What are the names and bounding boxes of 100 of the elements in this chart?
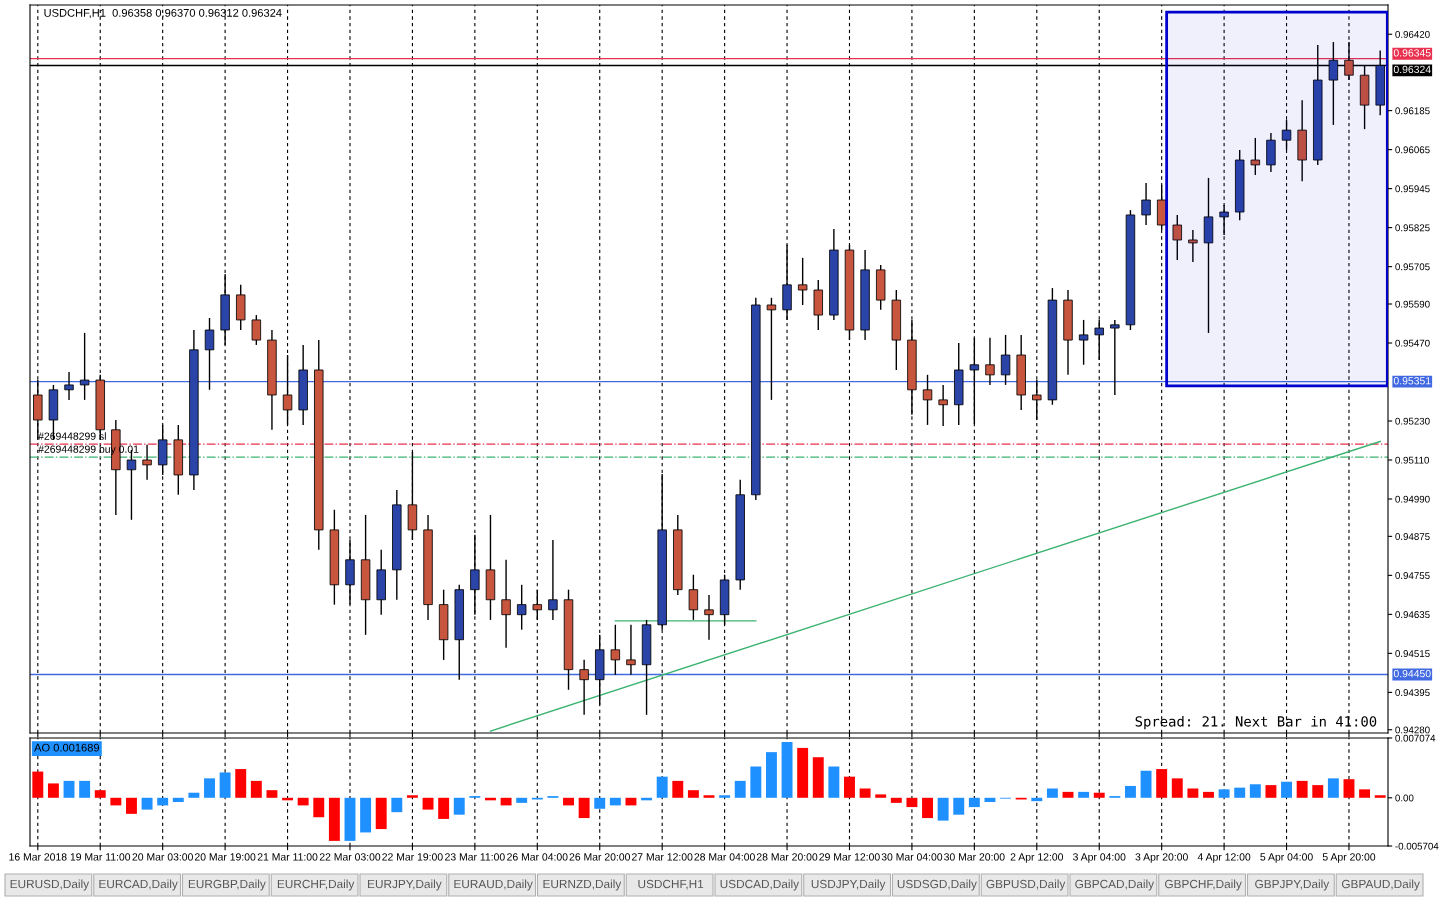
x-tick-label: 30 Mar 04:00 — [881, 853, 943, 861]
candlestick — [501, 559, 511, 649]
bar — [906, 797, 918, 808]
bar — [438, 797, 450, 819]
candlestick — [548, 539, 558, 621]
bar — [844, 776, 855, 798]
bar — [1249, 784, 1261, 798]
candlestick — [704, 594, 714, 641]
bar — [110, 797, 122, 806]
x-tick-label: 29 Mar 12:00 — [819, 853, 880, 861]
x-tick-label: 19 Mar 11:00 — [70, 853, 131, 861]
bar — [1281, 781, 1292, 798]
bar — [781, 742, 793, 798]
bar — [1343, 779, 1355, 798]
bar — [968, 797, 980, 808]
bar — [32, 771, 44, 798]
candlestick — [610, 624, 621, 676]
annotation: Spread: 21. Next Bar in 41:00 — [1135, 715, 1377, 730]
ref-line-label: 0.96345 — [1393, 49, 1431, 57]
y-tick-label: 0.94515 — [1395, 650, 1430, 657]
candlestick — [64, 371, 74, 401]
bar — [328, 797, 340, 841]
x-tick-label: 20 Mar 03:00 — [132, 853, 193, 861]
candlestick — [797, 257, 808, 306]
candlestick — [985, 337, 995, 386]
bar — [1140, 770, 1152, 798]
y-tick-label: 0.95705 — [1395, 263, 1430, 271]
candlestick — [142, 444, 152, 481]
candlestick — [1250, 137, 1261, 176]
bar — [250, 780, 262, 798]
bar — [1203, 791, 1214, 798]
bar — [609, 797, 621, 806]
x-tick-label: 5 Apr 04:00 — [1260, 853, 1313, 863]
bar — [812, 757, 824, 798]
text: EURUSD,Daily — [10, 879, 90, 891]
x-tick-label: 30 Mar 20:00 — [944, 853, 1005, 861]
x-tick-label: 16 Mar 2018 — [9, 853, 67, 861]
bar — [47, 783, 59, 798]
text: USDJPY,Daily — [811, 879, 886, 891]
candlestick — [1078, 319, 1089, 366]
bar — [1171, 778, 1183, 798]
candlestick — [204, 317, 215, 391]
candlestick — [251, 314, 262, 346]
bar — [375, 797, 387, 830]
bar — [391, 797, 403, 813]
bar — [79, 780, 91, 798]
bar — [157, 797, 169, 806]
text: USDSGD,Daily — [897, 879, 977, 891]
candlestick — [1188, 229, 1198, 263]
x-tick-label: 3 Apr 20:00 — [1135, 853, 1188, 863]
x-tick-label: 26 Mar 20:00 — [569, 853, 631, 861]
bar — [719, 795, 731, 798]
candlestick — [922, 374, 933, 426]
candlestick — [1110, 319, 1120, 396]
candlestick — [579, 659, 589, 716]
bar — [1078, 791, 1090, 798]
x-tick-label: 2 Apr 12:00 — [1010, 853, 1064, 863]
bar — [750, 766, 762, 798]
y-tick-label: 0.95945 — [1395, 185, 1430, 193]
bar — [937, 797, 949, 821]
bar — [765, 752, 777, 798]
text: GBPAUD,Daily — [1341, 879, 1420, 891]
bar — [344, 797, 356, 841]
bar — [1046, 788, 1058, 798]
x-tick-label: 4 Apr 12:00 — [1197, 853, 1251, 863]
bar — [1124, 785, 1136, 798]
bar — [859, 788, 871, 798]
bar — [235, 769, 247, 798]
bar — [1187, 788, 1199, 798]
candlestick — [1141, 182, 1151, 226]
y-tick-label: 0.95825 — [1395, 224, 1430, 232]
bar — [453, 797, 465, 815]
bar — [422, 797, 434, 810]
text: EURGBP,Daily — [188, 879, 266, 891]
y-tick-label: 0.94635 — [1395, 611, 1430, 618]
bar — [890, 797, 902, 803]
bar — [313, 797, 325, 818]
x-tick-label: 20 Mar 19:00 — [194, 853, 256, 861]
bar — [516, 797, 528, 803]
text: GBPCHF,Daily — [1165, 879, 1242, 891]
x-tick-label: 22 Mar 19:00 — [382, 853, 443, 861]
candlestick — [79, 332, 90, 401]
bar — [63, 780, 75, 798]
bar — [797, 747, 809, 798]
bar — [656, 776, 668, 798]
bar — [1374, 795, 1386, 798]
text: EURCAD,Daily — [99, 879, 178, 891]
candlestick — [626, 624, 636, 676]
bar — [1218, 789, 1230, 798]
y-tick-label: 0.96185 — [1395, 107, 1430, 115]
bar — [594, 797, 606, 809]
y-tick-label: 0.95470 — [1395, 339, 1430, 347]
text: USDCHF,H1 — [638, 879, 704, 890]
bar — [1265, 785, 1277, 798]
bar — [922, 797, 933, 819]
bar — [204, 778, 215, 798]
bar — [219, 772, 231, 798]
y-tick-label: 0.95590 — [1395, 300, 1430, 308]
y-tick-label: 0.95230 — [1395, 417, 1430, 425]
x-tick-label: 28 Mar 04:00 — [694, 853, 755, 861]
